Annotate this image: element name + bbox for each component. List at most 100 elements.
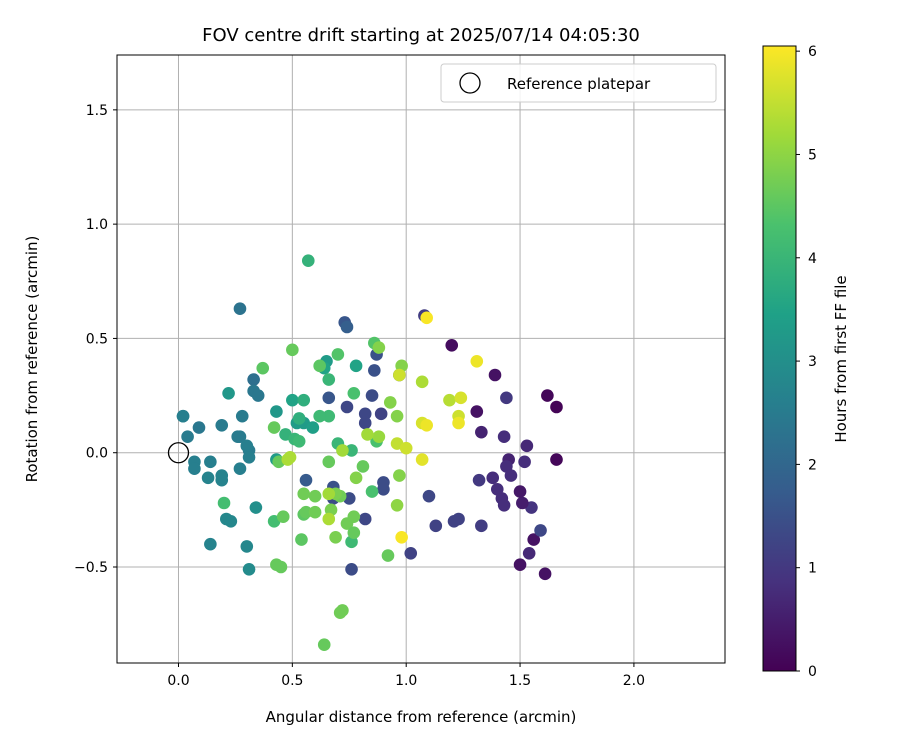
data-point [322,391,336,405]
data-point [516,496,529,510]
data-point [340,400,354,414]
data-point [358,416,372,430]
data-point [340,320,354,334]
data-point [204,537,217,551]
colorbar-tick-label: 4 [808,251,817,267]
data-point [292,434,306,448]
data-point [336,604,349,617]
data-point [322,373,336,386]
data-point [297,393,311,407]
data-point [447,514,461,528]
data-point [390,498,404,512]
data-point [488,368,502,382]
data-point [393,368,406,382]
grid [117,55,725,663]
data-point [365,485,379,498]
data-point [361,428,374,441]
y-tick-label: −0.5 [74,560,108,576]
data-point [317,638,331,652]
data-point [286,343,299,357]
data-point [345,562,358,576]
data-point [204,455,217,469]
data-point [313,409,326,423]
data-point [181,430,194,444]
data-point [470,405,484,418]
data-point [247,373,260,386]
data-point [322,512,336,526]
data-point [377,482,390,496]
data-point [452,416,465,430]
data-point [299,505,313,519]
data-point [420,418,433,432]
data-point [518,455,531,469]
data-point [520,439,534,453]
data-point [550,453,563,466]
data-point [443,393,456,407]
data-point [222,386,235,400]
legend-label: Reference platepar [507,75,651,93]
data-point [395,530,408,544]
data-point [374,407,388,421]
data-point [201,471,215,485]
chart-title: FOV centre drift starting at 2025/07/14 … [202,25,640,46]
x-axis-label: Angular distance from reference (arcmin) [266,708,577,726]
data-point [242,450,256,464]
data-point [399,441,413,455]
data-point [393,469,406,482]
y-axis-label: Rotation from reference (arcmin) [23,236,41,483]
colorbar-tick-label: 6 [808,44,817,60]
legend: Reference platepar [440,63,717,103]
data-point [404,546,418,560]
colorbar-tick-label: 5 [808,147,817,163]
data-point [345,444,358,457]
data-point [527,533,541,546]
data-point [240,540,254,553]
data-point [454,391,468,405]
colorbar-tick-label: 0 [808,664,817,680]
data-point [475,519,488,533]
data-point [242,562,256,576]
data-point [365,389,379,402]
colorbar-label: Hours from first FF file [832,275,850,442]
data-point [486,471,500,485]
data-point [299,473,313,487]
colorbar-tick-label: 2 [808,457,817,473]
data-point [550,400,563,414]
x-tick-label: 0.0 [167,673,189,689]
data-point [322,487,336,501]
data-point [349,471,363,485]
data-point [472,473,486,487]
data-point [217,496,231,510]
x-tick-label: 1.5 [509,673,531,689]
y-tick-label: 0.0 [86,446,108,462]
data-point [281,453,295,466]
data-point [372,430,386,444]
data-point [235,409,249,423]
data-point [292,412,306,425]
data-point [256,361,270,375]
data-point [534,524,547,537]
colorbar-gradient [762,45,797,672]
data-point [390,409,404,423]
data-point [415,375,429,389]
data-point [188,462,201,476]
data-point [415,453,429,466]
data-point [233,302,247,316]
legend-box [440,63,717,103]
data-point [522,546,536,560]
y-tick-label: 0.5 [86,331,108,347]
data-point [224,514,238,528]
data-point [308,489,322,503]
data-point [286,393,299,407]
data-point [276,510,290,524]
data-point [274,560,288,574]
data-point [297,487,311,501]
plot-frame [116,54,726,664]
reference-marker [167,442,190,464]
reference-point [167,442,190,464]
data-point [295,533,308,546]
data-point [329,530,342,544]
data-point [513,558,527,572]
x-tick-label: 0.5 [281,673,303,689]
